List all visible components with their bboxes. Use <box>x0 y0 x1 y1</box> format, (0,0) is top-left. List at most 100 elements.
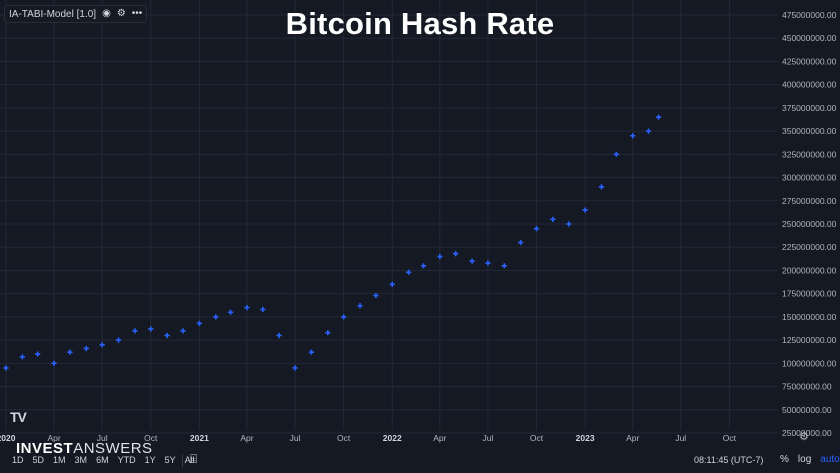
data-point <box>598 184 605 190</box>
y-tick-label: 350000000.00 <box>782 126 837 136</box>
data-point <box>115 337 122 343</box>
x-tick-label: 2023 <box>576 433 595 443</box>
data-point <box>325 330 331 336</box>
x-tick-label: 2021 <box>190 433 209 443</box>
range-5d[interactable]: 5D <box>32 455 45 465</box>
data-point <box>260 306 266 313</box>
eye-icon[interactable]: ◉ <box>102 8 111 19</box>
range-6m[interactable]: 6M <box>96 455 109 465</box>
data-point <box>501 263 507 269</box>
data-point <box>341 314 347 320</box>
data-point <box>308 349 315 355</box>
range-3m[interactable]: 3M <box>74 455 88 465</box>
x-tick-label: Oct <box>144 433 158 443</box>
y-tick-label: 300000000.00 <box>782 173 837 183</box>
data-point <box>485 260 491 266</box>
settings-icon[interactable]: ⚙ <box>116 8 126 19</box>
data-point <box>533 226 540 232</box>
y-tick-label: 275000000.00 <box>782 196 837 206</box>
y-tick-label: 75000000.00 <box>782 382 832 392</box>
x-tick-label: Apr <box>626 433 639 443</box>
data-point <box>550 216 556 222</box>
y-tick-label: 150000000.00 <box>782 312 837 322</box>
data-point <box>630 133 636 139</box>
data-point <box>518 239 524 246</box>
data-point <box>276 332 282 339</box>
y-tick-label: 200000000.00 <box>782 265 837 275</box>
data-point <box>180 328 186 334</box>
y-tick-label: 400000000.00 <box>782 80 837 90</box>
data-point <box>292 365 298 371</box>
y-tick-label: 175000000.00 <box>782 289 837 299</box>
y-tick-label: 50000000.00 <box>782 405 832 415</box>
data-point <box>655 114 662 120</box>
x-tick-label: Jul <box>675 433 686 443</box>
data-point <box>469 258 475 264</box>
data-point <box>389 281 395 287</box>
x-tick-label: Oct <box>723 433 737 443</box>
range-buttons: 1D 5D 1M 3M 6M YTD 1Y 5Y All <box>12 455 195 465</box>
data-point <box>3 365 9 371</box>
bottom-toolbar: 1D 5D 1M 3M 6M YTD 1Y 5Y All ⌸ 08:11:45 … <box>0 450 840 473</box>
indicator-label: IA-TABI-Model [1.0] <box>9 8 97 20</box>
data-point <box>83 345 89 352</box>
data-point <box>406 269 412 275</box>
toolbar-separator <box>182 454 183 467</box>
x-tick-label: Oct <box>337 433 351 443</box>
data-point <box>148 326 154 332</box>
range-5y[interactable]: 5Y <box>164 455 176 465</box>
data-point <box>613 151 619 157</box>
data-points <box>3 114 662 371</box>
percent-toggle[interactable]: % <box>780 454 789 465</box>
range-ytd[interactable]: YTD <box>117 455 136 465</box>
y-tick-label: 25000000.00 <box>782 428 832 438</box>
axis-settings-icon[interactable]: ⚙ <box>799 431 809 443</box>
data-point <box>420 263 427 269</box>
data-point <box>582 207 588 213</box>
data-point <box>213 314 219 320</box>
calendar-icon[interactable]: ⌸ <box>190 452 198 466</box>
x-tick-label: Apr <box>240 433 253 443</box>
data-point <box>99 342 105 348</box>
clock: 08:11:45 (UTC-7) <box>694 455 764 465</box>
data-point <box>132 328 138 334</box>
x-tick-label: 2020 <box>0 433 16 443</box>
range-1m[interactable]: 1M <box>53 455 66 465</box>
data-point <box>437 253 443 260</box>
y-tick-label: 375000000.00 <box>782 103 837 113</box>
data-point <box>227 309 234 315</box>
y-tick-label: 225000000.00 <box>782 242 837 252</box>
data-point <box>566 221 572 227</box>
x-tick-label: Jul <box>482 433 493 443</box>
data-point <box>645 128 652 134</box>
data-point <box>19 354 25 360</box>
x-tick-label: Jul <box>290 433 301 443</box>
data-point <box>244 305 250 311</box>
x-tick-label: Apr <box>433 433 446 443</box>
y-tick-label: 450000000.00 <box>782 33 837 43</box>
tradingview-logo[interactable]: TV <box>10 409 27 425</box>
more-icon[interactable]: ••• <box>131 8 143 19</box>
range-all[interactable]: All <box>184 455 195 465</box>
data-point <box>35 351 41 357</box>
y-tick-label: 100000000.00 <box>782 358 837 368</box>
x-tick-label: Jul <box>97 433 108 443</box>
y-axis-ticks: 25000000.00 50000000.00 75000000.00 1000000… <box>782 10 837 438</box>
auto-toggle[interactable]: auto <box>820 454 840 465</box>
x-tick-label: 2022 <box>383 433 402 443</box>
y-tick-label: 125000000.00 <box>782 335 837 345</box>
scale-options: % log auto <box>780 454 840 465</box>
x-tick-label: Oct <box>530 433 544 443</box>
range-1y[interactable]: 1Y <box>144 455 156 465</box>
data-point <box>453 251 459 257</box>
range-1d[interactable]: 1D <box>12 455 24 465</box>
data-point <box>373 292 379 299</box>
data-point <box>51 360 57 366</box>
data-point <box>196 320 202 326</box>
y-tick-label: 475000000.00 <box>782 10 837 20</box>
y-tick-label: 425000000.00 <box>782 56 837 66</box>
log-toggle[interactable]: log <box>797 454 812 465</box>
data-point <box>67 349 73 355</box>
indicator-legend[interactable]: IA-TABI-Model [1.0] ◉ ⚙ ••• <box>4 5 148 23</box>
